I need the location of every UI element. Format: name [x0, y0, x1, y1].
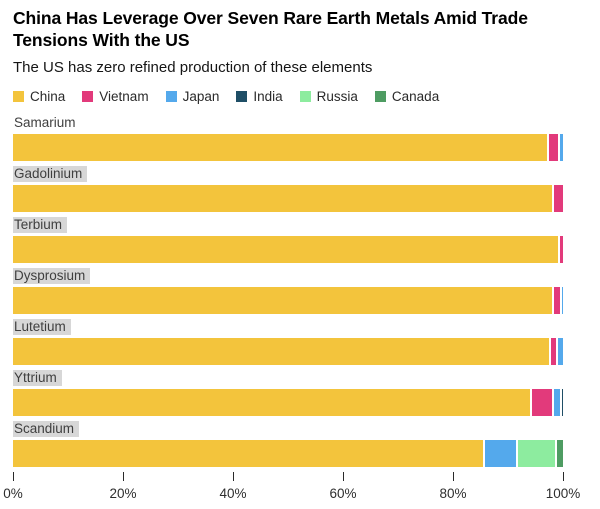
bar-samarium: [13, 134, 563, 161]
row-label-lutetium: Lutetium: [13, 319, 71, 335]
x-axis: 0% 20% 40% 60% 80% 100%: [3, 471, 580, 509]
legend-item-canada[interactable]: Canada: [374, 89, 440, 104]
legend-label: China: [30, 89, 66, 104]
legend-swatch-russia: [299, 91, 311, 102]
legend-item-india[interactable]: India: [236, 89, 283, 104]
bar-segment-vietnam[interactable]: [530, 389, 552, 416]
row-label-samarium: Samarium: [14, 115, 76, 130]
row-label-dysprosium: Dysprosium: [13, 268, 91, 284]
bar-segment-japan[interactable]: [560, 287, 563, 314]
x-tick-label: 100%: [545, 486, 581, 501]
chart-subtitle: The US has zero refined production of th…: [13, 59, 373, 76]
bar-gadolinium: [13, 185, 563, 212]
bar-row-samarium: Samarium: [13, 114, 587, 161]
row-label-yttrium: Yttrium: [13, 370, 62, 386]
bar-segment-vietnam[interactable]: [546, 134, 558, 161]
chart-title: China Has Leverage Over Seven Rare Earth…: [13, 8, 528, 50]
bar-terbium: [13, 236, 563, 263]
x-tick-line: [453, 472, 454, 481]
bar-segment-japan[interactable]: [555, 338, 563, 365]
row-label-terbium: Terbium: [13, 217, 68, 233]
x-tick-label: 0%: [3, 486, 23, 501]
x-tick-line: [13, 472, 14, 481]
bar-row-scandium: Scandium: [13, 420, 587, 467]
bar-segment-japan[interactable]: [552, 389, 560, 416]
bar-segment-china[interactable]: [13, 236, 558, 263]
legend-label: Russia: [316, 89, 358, 104]
legend-label: Canada: [391, 89, 440, 104]
legend-swatch-india: [236, 91, 248, 102]
bar-rows: Samarium Gadolinium Terbium Dysprosium Lutet…: [13, 114, 587, 467]
x-tick-line: [233, 472, 234, 481]
bar-segment-china[interactable]: [13, 389, 530, 416]
legend-item-japan[interactable]: Japan: [165, 89, 220, 104]
bar-row-yttrium: Yttrium: [13, 369, 587, 416]
bar-row-terbium: Terbium: [13, 216, 587, 263]
x-tick-label: 80%: [439, 486, 467, 501]
x-tick-label: 20%: [109, 486, 137, 501]
legend-swatch-canada: [374, 91, 386, 102]
bar-scandium: [13, 440, 563, 467]
bar-yttrium: [13, 389, 563, 416]
legend-label: Japan: [182, 89, 220, 104]
x-tick-label: 40%: [219, 486, 247, 501]
legend-swatch-vietnam: [82, 91, 94, 102]
legend-item-china[interactable]: China: [13, 89, 65, 104]
bar-segment-china[interactable]: [13, 185, 552, 212]
bar-segment-russia[interactable]: [516, 440, 555, 467]
bar-segment-vietnam[interactable]: [549, 338, 556, 365]
legend-item-russia[interactable]: Russia: [299, 89, 358, 104]
legend-label: India: [253, 89, 283, 104]
bar-segment-japan[interactable]: [483, 440, 517, 467]
legend-swatch-china: [13, 91, 24, 102]
legend-item-vietnam[interactable]: Vietnam: [82, 89, 149, 104]
bar-row-dysprosium: Dysprosium: [13, 267, 587, 314]
bar-segment-china[interactable]: [13, 287, 552, 314]
legend: China Vietnam Japan India Russia Canada: [13, 89, 587, 104]
stacked-bar-chart: Samarium Gadolinium Terbium Dysprosium Lutet…: [3, 114, 587, 509]
bar-segment-china[interactable]: [13, 338, 550, 365]
bar-row-gadolinium: Gadolinium: [13, 165, 587, 212]
row-label-gadolinium: Gadolinium: [13, 166, 88, 182]
bar-segment-vietnam[interactable]: [557, 236, 563, 263]
bar-segment-vietnam[interactable]: [552, 185, 563, 212]
row-label-scandium: Scandium: [13, 421, 80, 437]
bar-segment-japan[interactable]: [557, 134, 563, 161]
bar-segment-canada[interactable]: [554, 440, 563, 467]
bar-dysprosium: [13, 287, 563, 314]
bar-segment-china[interactable]: [13, 440, 484, 467]
legend-label: Vietnam: [99, 89, 149, 104]
bar-segment-india[interactable]: [559, 389, 563, 416]
bar-segment-china[interactable]: [13, 134, 547, 161]
bar-segment-vietnam[interactable]: [552, 287, 561, 314]
x-tick-line: [343, 472, 344, 481]
legend-swatch-japan: [165, 91, 177, 102]
x-tick-line: [563, 472, 564, 481]
bar-row-lutetium: Lutetium: [13, 318, 587, 365]
bar-lutetium: [13, 338, 563, 365]
x-tick-label: 60%: [329, 486, 357, 501]
x-tick-line: [123, 472, 124, 481]
